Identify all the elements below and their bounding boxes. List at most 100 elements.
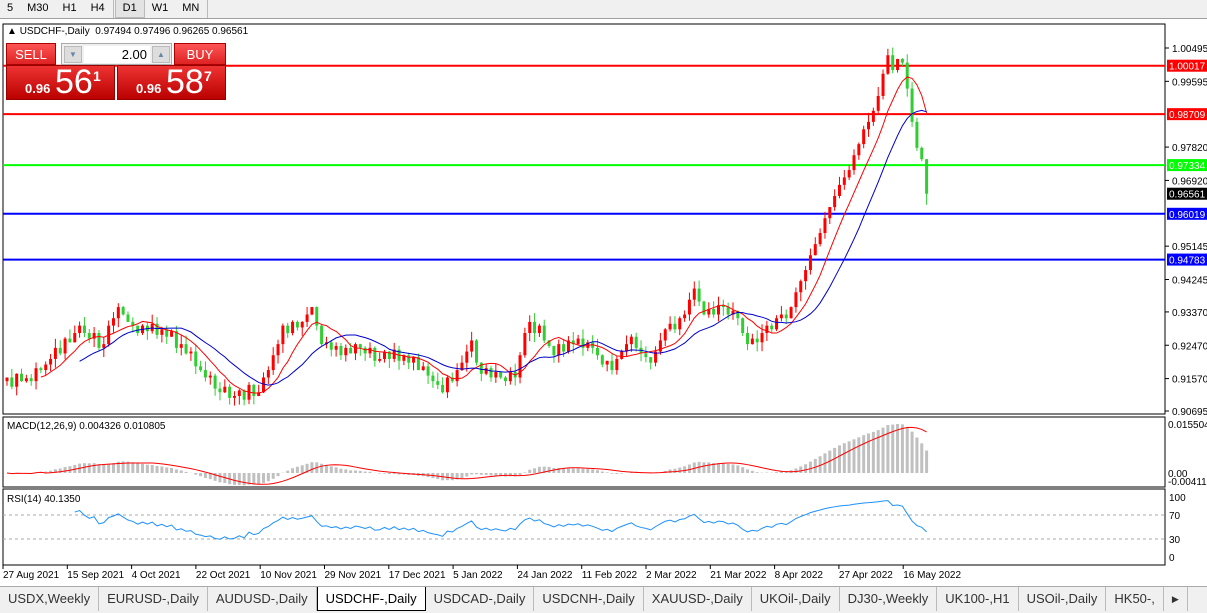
candle-body	[228, 386, 232, 398]
buy-button[interactable]: BUY	[174, 43, 226, 65]
candle-body	[431, 375, 435, 382]
macd-histogram-bar	[842, 443, 846, 473]
candle-body	[876, 95, 880, 111]
candle-body	[5, 377, 9, 382]
timeframe-h4[interactable]: H4	[90, 2, 105, 14]
candle-body	[349, 347, 353, 354]
candle-body	[523, 333, 527, 356]
candle-body	[576, 338, 580, 345]
candle-body	[63, 338, 67, 354]
candle-body	[629, 336, 633, 345]
tab-audusd-daily[interactable]: AUDUSD-,Daily	[208, 587, 317, 611]
tab-usdx-weekly[interactable]: USDX,Weekly	[0, 587, 100, 611]
timeframe-mn[interactable]: MN	[182, 2, 200, 14]
candle-body	[160, 329, 164, 335]
decrease-lot-icon[interactable]: ▼	[64, 46, 82, 63]
macd-histogram-bar	[876, 430, 880, 473]
candle-body	[218, 388, 222, 393]
tab-usdcad-daily[interactable]: USDCAD-,Daily	[426, 587, 535, 611]
sell-price[interactable]: 0.96 56 1	[6, 63, 115, 101]
macd-histogram-bar	[58, 468, 62, 473]
macd-histogram-bar	[794, 468, 798, 473]
macd-histogram-bar	[49, 470, 53, 473]
candle-body	[203, 370, 207, 378]
macd-histogram-bar	[508, 473, 512, 477]
candle-body	[121, 307, 125, 315]
candle-body	[305, 314, 309, 322]
price-level-tag	[1167, 108, 1207, 121]
candle-body	[232, 395, 236, 398]
date-label: 5 Jan 2022	[453, 570, 503, 581]
timeframe-5[interactable]: 5	[7, 2, 14, 14]
tab-uk100-h1[interactable]: UK100-,H1	[937, 587, 1019, 611]
tab-ukoil-daily[interactable]: UKOil-,Daily	[752, 587, 840, 611]
macd-histogram-bar	[721, 463, 725, 473]
candle-body	[760, 333, 764, 343]
buy-price[interactable]: 0.96 58 7	[117, 63, 226, 101]
candle-body	[775, 318, 779, 330]
timeframe-w1[interactable]: W1	[151, 2, 169, 14]
candle-body	[111, 318, 115, 326]
candle-body	[765, 325, 769, 334]
rsi-tick-label: 30	[1169, 535, 1181, 546]
candle-body	[194, 351, 198, 367]
candle-body	[557, 344, 561, 356]
macd-histogram-bar	[746, 469, 750, 473]
scroll-tabs-right-icon[interactable]: ▶	[1164, 587, 1188, 611]
date-label: 4 Oct 2021	[132, 570, 181, 581]
candle-body	[455, 370, 459, 382]
candle-body	[896, 58, 900, 71]
price-tick-label: 0.93370	[1172, 308, 1207, 319]
candle-body	[199, 366, 203, 371]
candle-body	[528, 321, 532, 334]
candle-body	[223, 386, 227, 393]
candle-body	[741, 318, 745, 334]
lot-size-stepper: ▼ ▲	[61, 43, 172, 65]
macd-histogram-bar	[145, 464, 149, 473]
macd-histogram-bar	[203, 473, 207, 478]
increase-lot-icon[interactable]: ▲	[152, 46, 170, 63]
current-price-tag	[1167, 187, 1207, 200]
macd-histogram-bar	[600, 471, 604, 473]
timeframe-d1[interactable]: D1	[114, 0, 145, 18]
timeframe-h1[interactable]: H1	[62, 2, 77, 14]
date-label: 17 Dec 2021	[389, 570, 446, 581]
macd-histogram-bar	[271, 473, 275, 479]
candle-body	[920, 147, 924, 160]
tab-xauusd-daily[interactable]: XAUUSD-,Daily	[644, 587, 752, 611]
rsi-pane	[2, 488, 1166, 566]
candle-body	[915, 121, 919, 148]
macd-histogram-bar	[291, 468, 295, 473]
candle-body	[736, 310, 740, 319]
tab-hk50-[interactable]: HK50-,	[1106, 587, 1164, 611]
macd-histogram-bar	[339, 468, 343, 473]
timeframe-toolbar: 5 M30 H1 H4 D1 W1 MN	[0, 0, 1207, 19]
macd-histogram-bar	[450, 473, 454, 481]
macd-histogram-bar	[678, 467, 682, 473]
tab-eurusd-daily[interactable]: EURUSD-,Daily	[99, 587, 208, 611]
candle-body	[571, 340, 575, 345]
macd-histogram-bar	[818, 456, 822, 473]
tab-dj30-weekly[interactable]: DJ30-,Weekly	[840, 587, 938, 611]
candle-body	[320, 325, 324, 345]
lot-size-input[interactable]	[84, 46, 150, 63]
chart-canvas[interactable]: 1.00017 0.98709 0.97334 0.96019 0.94783 1.004…	[0, 19, 1207, 586]
timeframe-m30[interactable]: M30	[27, 2, 49, 14]
tab-usdcnh-daily[interactable]: USDCNH-,Daily	[534, 587, 644, 611]
macd-histogram-bar	[910, 431, 914, 473]
sell-button[interactable]: SELL	[6, 43, 56, 65]
candle-body	[165, 329, 169, 337]
candle-body	[392, 349, 396, 359]
tab-usoil-daily[interactable]: USOil-,Daily	[1019, 587, 1107, 611]
macd-histogram-bar	[542, 466, 546, 473]
one-click-trading-panel: SELL BUY ▼ ▲ 0.96 56 1 0.96 58 7	[6, 43, 226, 101]
macd-histogram-bar	[44, 471, 48, 473]
macd-histogram-bar	[160, 466, 164, 473]
macd-histogram-bar	[150, 464, 154, 473]
macd-histogram-bar	[126, 461, 130, 473]
candle-body	[746, 333, 750, 345]
tab-usdchf-daily[interactable]: USDCHF-,Daily	[316, 587, 426, 611]
candle-body	[24, 378, 28, 382]
macd-histogram-bar	[566, 468, 570, 473]
candle-body	[450, 377, 454, 382]
